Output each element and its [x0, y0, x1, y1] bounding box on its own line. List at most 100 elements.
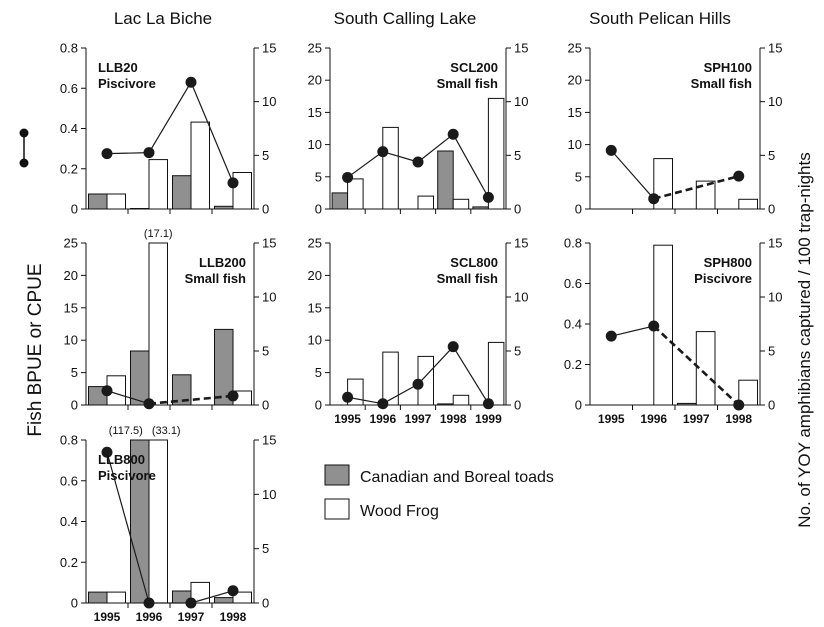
- x-tick-label: 1997: [405, 412, 432, 426]
- bar-wood-frog-1997: [190, 121, 210, 210]
- panel-diet-llb200: Small fish: [185, 271, 246, 286]
- fish-line-segment: [452, 346, 489, 405]
- right-tick-label: 5: [514, 148, 521, 163]
- bar-toads-1996: [130, 350, 150, 406]
- left-tick-label: 10: [64, 333, 78, 348]
- bar-wood-frog-1998: [452, 394, 470, 406]
- left-tick-label: 15: [308, 105, 322, 120]
- right-tick-label: 0: [514, 202, 521, 217]
- legend-swatch-wood-frog: [324, 498, 350, 520]
- left-tick-label: 10: [308, 137, 322, 152]
- panel-diet-sph100: Small fish: [691, 76, 752, 91]
- bar-wood-frog-1998: [738, 198, 758, 210]
- x-tick-label: 1996: [640, 412, 667, 426]
- fish-line-segment: [452, 134, 489, 198]
- fish-line-segment: [148, 394, 234, 405]
- left-tick-label: 0: [315, 398, 322, 413]
- x-tick-label: 1999: [475, 412, 502, 426]
- right-tick-label: 10: [262, 487, 276, 502]
- bar-wood-frog-1999: [487, 97, 505, 210]
- bar-wood-frog-1997: [417, 195, 434, 210]
- right-tick-label: 10: [514, 94, 528, 109]
- panel-diet-llb800: Piscivore: [98, 468, 156, 483]
- fish-line-segment: [382, 151, 419, 163]
- x-tick-label: 1995: [94, 610, 121, 624]
- right-tick-label: 10: [768, 94, 782, 109]
- left-tick-label: 15: [568, 105, 582, 120]
- panel-diet-sph800: Piscivore: [694, 271, 752, 286]
- x-tick-label: 1995: [334, 412, 361, 426]
- fish-point-1996: [143, 147, 155, 159]
- fish-point-1998: [227, 177, 239, 189]
- right-tick-label: 15: [768, 236, 782, 251]
- legend-label-toads: Canadian and Boreal toads: [360, 469, 554, 486]
- bar-toads-1998: [214, 597, 234, 604]
- right-tick-label: 10: [262, 94, 276, 109]
- fish-point-1998: [447, 341, 459, 353]
- fish-point-1997: [412, 156, 424, 168]
- fish-line-segment: [417, 133, 454, 163]
- panel-code-scl800: SCL800: [450, 255, 498, 270]
- left-tick-label: 0.6: [564, 276, 582, 291]
- fish-line-segment: [653, 174, 740, 200]
- left-tick-label: 0.8: [60, 41, 78, 56]
- right-tick-label: 10: [514, 290, 528, 305]
- right-tick-label: 15: [262, 236, 276, 251]
- panel-code-llb800: LLB800: [98, 452, 145, 467]
- right-tick-label: 5: [768, 148, 775, 163]
- right-tick-label: 0: [514, 398, 521, 413]
- panel-code-llb200: LLB200: [199, 255, 246, 270]
- fish-point-1998: [447, 128, 459, 140]
- left-tick-label: 25: [308, 236, 322, 251]
- bar-value-annotation: (117.5): [109, 425, 143, 437]
- panel-code-scl200: SCL200: [450, 60, 498, 75]
- fish-point-1998: [733, 399, 745, 411]
- fish-point-1996: [648, 193, 660, 205]
- right-tick-label: 10: [768, 290, 782, 305]
- bar-wood-frog-1996: [148, 242, 168, 406]
- x-tick-label: 1997: [683, 412, 710, 426]
- right-tick-label: 5: [514, 344, 521, 359]
- left-tick-label: 0: [575, 202, 582, 217]
- panel-diet-scl200: Small fish: [437, 76, 498, 91]
- bar-wood-frog-1999: [487, 341, 505, 406]
- fish-line-segment: [106, 390, 150, 405]
- fish-point-1995: [342, 171, 354, 183]
- bar-wood-frog-1996: [148, 159, 168, 210]
- left-tick-label: 5: [315, 365, 322, 380]
- left-tick-label: 0.8: [60, 433, 78, 448]
- left-tick-label: 20: [64, 268, 78, 283]
- fish-point-1996: [377, 146, 389, 158]
- left-tick-label: 0.4: [60, 514, 78, 529]
- left-tick-label: 10: [568, 137, 582, 152]
- left-tick-label: 15: [64, 300, 78, 315]
- left-axis-title: Fish BPUE or CPUE: [25, 263, 46, 436]
- legend: Canadian and Boreal toads Wood Frog: [324, 464, 554, 520]
- bar-toads-1995: [331, 192, 349, 210]
- bar-toads-1998: [437, 150, 454, 210]
- fish-point-1998: [227, 585, 239, 597]
- left-tick-label: 20: [308, 268, 322, 283]
- left-tick-label: 20: [308, 73, 322, 88]
- left-tick-label: 5: [575, 169, 582, 184]
- fish-line-segment: [610, 149, 655, 200]
- left-tick-label: 0: [71, 202, 78, 217]
- right-tick-label: 15: [514, 41, 528, 56]
- panel-code-sph100: SPH100: [704, 60, 752, 75]
- bar-value-annotation: (17.1): [144, 228, 173, 240]
- right-axis-title: No. of YOY amphibians captured / 100 tra…: [795, 152, 814, 528]
- fish-line-segment: [611, 325, 654, 337]
- fish-point-1997: [185, 597, 197, 609]
- fish-line-segment: [190, 590, 234, 604]
- left-tick-label: 10: [308, 333, 322, 348]
- fish-point-1997: [185, 76, 197, 88]
- fish-line-segment: [347, 151, 384, 178]
- panel-code-sph800: SPH800: [704, 255, 752, 270]
- left-tick-label: 0: [71, 596, 78, 611]
- bar-wood-frog-1995: [106, 193, 126, 210]
- fish-point-1995: [101, 385, 113, 397]
- right-tick-label: 0: [262, 202, 269, 217]
